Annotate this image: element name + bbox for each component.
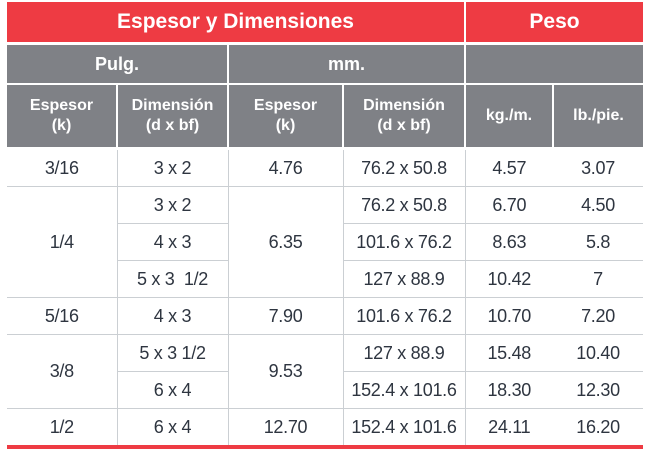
cell-espesor-pulg: 1/2	[7, 408, 118, 445]
cell-dimension-pulg: 6 x 4	[117, 408, 229, 445]
header-peso: Peso	[465, 2, 644, 45]
col-header-line1: kg./m.	[485, 107, 533, 124]
cell-dimension-mm: 152.4 x 101.6	[343, 408, 466, 445]
cell-espesor-pulg: 1/4	[7, 186, 118, 298]
cell-kg-m: 8.63	[465, 223, 553, 261]
col-header-line1: Dimensión	[131, 97, 214, 114]
cell-dimension-mm: 76.2 x 50.8	[343, 186, 466, 224]
cell-espesor-mm: 9.53	[228, 334, 344, 409]
cell-kg-m: 24.11	[465, 408, 553, 445]
cell-dimension-pulg: 6 x 4	[117, 371, 229, 409]
cell-kg-m: 18.30	[465, 371, 553, 409]
cell-lb-pie: 4.50	[553, 186, 644, 224]
col-header-line2: (d x bf)	[377, 117, 431, 134]
spec-table: Espesor y Dimensiones Peso Pulg. mm. Esp…	[7, 2, 644, 445]
col-header-espesor-mm: Espesor (k)	[228, 84, 344, 150]
header-units-row: Pulg. mm.	[7, 43, 644, 85]
col-header-lb-pie: lb./pie.	[553, 84, 644, 150]
table-body: 3/16 3 x 2 4.76 76.2 x 50.8 4.57 3.07 1/4 3 x 2…	[7, 148, 644, 445]
table-row: 1/4 3 x 2 6.35 76.2 x 50.8 6.70 4.50	[7, 186, 644, 298]
cell-espesor-pulg: 3/8	[7, 334, 118, 409]
cell-dimension-mm: 76.2 x 50.8	[343, 148, 466, 187]
cell-dimension-pulg: 3 x 2	[117, 148, 229, 187]
header-mm: mm.	[228, 43, 466, 85]
table-header: Espesor y Dimensiones Peso Pulg. mm. Esp…	[7, 2, 644, 150]
cell-dimension-pulg: 5 x 3 1/2	[117, 260, 229, 298]
table-row: 3/8 5 x 3 1/2 9.53 127 x 88.9 15.48 10.40	[7, 334, 644, 409]
table-bottom-accent-bar	[7, 445, 643, 449]
col-header-line2: (k)	[275, 117, 296, 134]
cell-lb-pie: 5.8	[553, 223, 644, 261]
cell-dimension-pulg: 3 x 2	[117, 186, 229, 224]
col-header-kg-m: kg./m.	[465, 84, 554, 150]
col-header-line2: (d x bf)	[145, 117, 200, 134]
cell-lb-pie: 7.20	[553, 297, 644, 335]
cell-dimension-pulg: 4 x 3	[117, 297, 229, 335]
col-header-line1: Espesor	[253, 97, 318, 114]
cell-espesor-mm: 6.35	[228, 186, 344, 298]
cell-espesor-mm: 7.90	[228, 297, 344, 335]
col-header-dimension-mm: Dimensión (d x bf)	[343, 84, 466, 150]
cell-lb-pie: 16.20	[553, 408, 644, 445]
table-row: 5 x 3 1/2 127 x 88.9 10.42 7	[7, 260, 644, 298]
cell-kg-m: 6.70	[465, 186, 553, 224]
cell-dimension-pulg: 5 x 3 1/2	[117, 334, 229, 372]
header-columns-row: Espesor (k) Dimensión (d x bf) Espesor (…	[7, 84, 644, 150]
cell-dimension-mm: 101.6 x 76.2	[343, 223, 466, 261]
cell-dimension-mm: 127 x 88.9	[343, 260, 466, 298]
header-peso-spacer	[465, 43, 644, 85]
col-header-line1: Dimensión	[363, 97, 445, 114]
cell-kg-m: 4.57	[465, 148, 553, 187]
cell-espesor-pulg: 3/16	[7, 148, 118, 187]
header-band-row: Espesor y Dimensiones Peso	[7, 2, 644, 45]
cell-lb-pie: 12.30	[553, 371, 644, 409]
table-row: 3/16 3 x 2 4.76 76.2 x 50.8 4.57 3.07	[7, 148, 644, 187]
cell-espesor-mm: 4.76	[228, 148, 344, 187]
col-header-line2: (k)	[51, 117, 72, 134]
cell-lb-pie: 3.07	[553, 148, 644, 187]
cell-espesor-mm: 12.70	[228, 408, 344, 445]
col-header-line1: Espesor	[29, 97, 94, 114]
cell-kg-m: 10.42	[465, 260, 553, 298]
cell-dimension-pulg: 4 x 3	[117, 223, 229, 261]
cell-kg-m: 15.48	[465, 334, 553, 372]
table-row: 4 x 3 101.6 x 76.2 8.63 5.8	[7, 223, 644, 261]
table-row: 1/2 6 x 4 12.70 152.4 x 101.6 24.11 16.20	[7, 408, 644, 445]
cell-dimension-mm: 101.6 x 76.2	[343, 297, 466, 335]
cell-lb-pie: 7	[553, 260, 644, 298]
col-header-line1: lb./pie.	[573, 107, 624, 124]
cell-espesor-pulg: 5/16	[7, 297, 118, 335]
header-pulg: Pulg.	[7, 43, 229, 85]
cell-dimension-mm: 127 x 88.9	[343, 334, 466, 372]
col-header-espesor-pulg: Espesor (k)	[7, 84, 118, 150]
header-espesor-y-dimensiones: Espesor y Dimensiones	[7, 2, 466, 45]
cell-lb-pie: 10.40	[553, 334, 644, 372]
table-row: 5/16 4 x 3 7.90 101.6 x 76.2 10.70 7.20	[7, 297, 644, 335]
cell-kg-m: 10.70	[465, 297, 553, 335]
col-header-dimension-pulg: Dimensión (d x bf)	[117, 84, 229, 150]
cell-dimension-mm: 152.4 x 101.6	[343, 371, 466, 409]
table-row: 6 x 4 152.4 x 101.6 18.30 12.30	[7, 371, 644, 409]
